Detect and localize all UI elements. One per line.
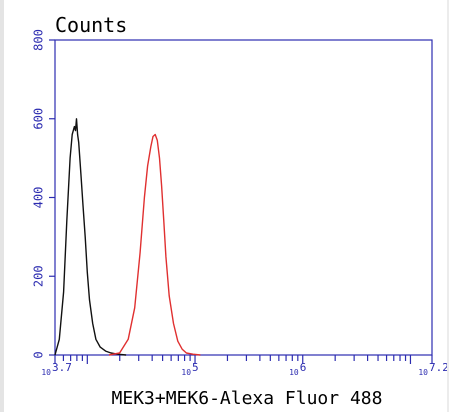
x-tick-label-base-3: 10 (418, 368, 428, 377)
histogram-series-1 (108, 133, 201, 356)
y-tick-label-0: 0 (32, 351, 46, 358)
histogram-series-0 (54, 118, 127, 356)
x-tick-label-2: 10 6 (289, 361, 306, 377)
x-tick-label-base-1: 10 (181, 368, 191, 377)
x-tick-label-base-0: 10 (41, 368, 51, 377)
left-border (0, 0, 4, 412)
x-tick-label-0: 10 3.7 (41, 361, 72, 377)
plot-frame (54, 39, 433, 356)
x-axis-label: MEK3+MEK6-Alexa Fluor 488 (112, 388, 383, 409)
chart-title: Counts (55, 13, 127, 37)
y-tick-label-3: 600 (32, 108, 46, 130)
x-tick-label-exp-3: 7.2 (429, 361, 449, 374)
right-border (447, 0, 449, 412)
x-tick-label-1: 10 5 (181, 361, 198, 377)
axes (49, 39, 433, 364)
series-layer (54, 118, 201, 356)
x-tick-label-exp-0: 3.7 (52, 361, 72, 374)
x-tick-label-base-2: 10 (289, 368, 299, 377)
x-tick-label-exp-2: 6 (300, 361, 307, 374)
y-tick-label-4: 800 (32, 29, 46, 51)
x-tick-label-exp-1: 5 (192, 361, 199, 374)
y-tick-label-1: 200 (32, 265, 46, 287)
y-tick-label-2: 400 (32, 187, 46, 209)
x-tick-label-3: 10 7.2 (418, 361, 449, 377)
